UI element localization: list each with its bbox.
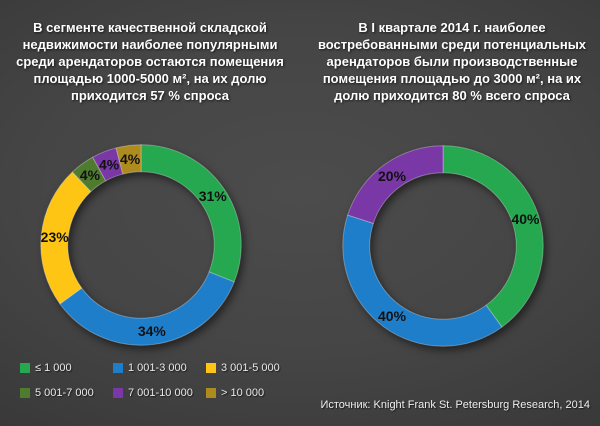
donut-svg: 40% 40% 20%: [342, 145, 544, 347]
legend-item-le-1000: ≤ 1 000: [20, 362, 113, 374]
donut-segment: [442, 145, 544, 328]
left-chart-title: В сегменте качественной складской недвиж…: [16, 20, 284, 103]
donut-segment: [342, 214, 503, 347]
donut-segment: [115, 144, 142, 175]
donut-segment: [347, 145, 444, 224]
legend-swatch-yellow: [206, 363, 216, 373]
legend-label: ≤ 1 000: [35, 362, 72, 374]
legend-label: > 10 000: [221, 387, 265, 399]
legend-label: 7 001-10 000: [128, 387, 193, 399]
right-chart-title: В I квартале 2014 г. наиболее востребова…: [317, 20, 587, 103]
slice-value-label: 4%: [99, 156, 120, 172]
source-credit: Источник: Knight Frank St. Petersburg Re…: [320, 399, 590, 411]
donut-chart-industrial-demand: 40% 40% 20%: [337, 140, 549, 352]
legend-swatch-green: [20, 363, 30, 373]
legend-swatch-purple: [113, 388, 123, 398]
legend-swatch-blue: [113, 363, 123, 373]
donut-chart-warehouse-demand: 31% 34% 23% 4% 4% 4%: [35, 139, 247, 351]
legend-label: 5 001-7 000: [35, 387, 94, 399]
donut-segment: [40, 171, 92, 305]
slice-value-label: 31%: [199, 188, 228, 204]
legend-label: 1 001-3 000: [128, 362, 187, 374]
donut-segment: [71, 156, 107, 193]
legend: ≤ 1 000 1 001-3 000 3 001-5 000 5 001-7 …: [20, 362, 299, 399]
legend-item-gt-10000: > 10 000: [206, 387, 299, 399]
slice-value-label: 4%: [80, 167, 101, 183]
donut-segment: [92, 147, 124, 182]
legend-item-3001-5000: 3 001-5 000: [206, 362, 299, 374]
donut-segment: [140, 144, 242, 283]
slice-value-label: 40%: [378, 308, 407, 324]
donut-segment: [59, 271, 235, 346]
donut-svg: 31%34%23%4%4% 4%: [40, 144, 242, 346]
legend-item-5001-7000: 5 001-7 000: [20, 387, 113, 399]
legend-swatch-olive: [20, 388, 30, 398]
slice-value-label: 40%: [511, 211, 540, 227]
legend-item-7001-10000: 7 001-10 000: [113, 387, 206, 399]
slice-value-label: 4%: [120, 151, 141, 167]
legend-swatch-gold: [206, 388, 216, 398]
legend-item-1001-3000: 1 001-3 000: [113, 362, 206, 374]
legend-label: 3 001-5 000: [221, 362, 280, 374]
slice-value-label: 23%: [41, 229, 70, 245]
slice-value-label: 20%: [378, 168, 407, 184]
slice-value-label: 34%: [138, 323, 167, 339]
